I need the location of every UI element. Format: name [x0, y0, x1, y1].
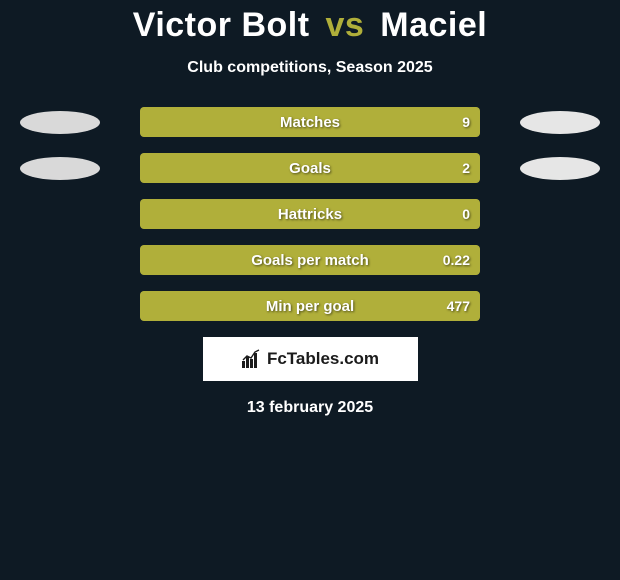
- vs-label: vs: [326, 6, 365, 44]
- player1-name: Victor Bolt: [133, 6, 310, 44]
- stat-row: Matches9: [0, 107, 620, 137]
- page-title: Victor Bolt vs Maciel: [0, 6, 620, 45]
- subtitle: Club competitions, Season 2025: [0, 59, 620, 77]
- stat-bar: Goals2: [140, 153, 480, 183]
- brand-box: FcTables.com: [203, 337, 418, 381]
- stat-value: 477: [447, 291, 470, 321]
- stat-label: Hattricks: [140, 199, 480, 229]
- stat-rows: Matches9Goals2Hattricks0Goals per match0…: [0, 107, 620, 321]
- right-ellipse: [520, 157, 600, 180]
- brand-text: FcTables.com: [267, 349, 379, 369]
- comparison-infographic: Victor Bolt vs Maciel Club competitions,…: [0, 0, 620, 417]
- stat-value: 0.22: [443, 245, 470, 275]
- stat-label: Goals: [140, 153, 480, 183]
- stat-bar: Goals per match0.22: [140, 245, 480, 275]
- stat-value: 2: [462, 153, 470, 183]
- date-label: 13 february 2025: [0, 399, 620, 417]
- stat-row: Hattricks0: [0, 199, 620, 229]
- stat-bar: Matches9: [140, 107, 480, 137]
- stat-bar: Hattricks0: [140, 199, 480, 229]
- left-ellipse: [20, 111, 100, 134]
- stat-label: Goals per match: [140, 245, 480, 275]
- stat-row: Goals per match0.22: [0, 245, 620, 275]
- stat-value: 0: [462, 199, 470, 229]
- stat-label: Min per goal: [140, 291, 480, 321]
- right-ellipse: [520, 111, 600, 134]
- stat-bar: Min per goal477: [140, 291, 480, 321]
- bar-chart-icon: [241, 349, 261, 369]
- stat-row: Min per goal477: [0, 291, 620, 321]
- stat-row: Goals2: [0, 153, 620, 183]
- stat-label: Matches: [140, 107, 480, 137]
- stat-value: 9: [462, 107, 470, 137]
- left-ellipse: [20, 157, 100, 180]
- player2-name: Maciel: [380, 6, 487, 44]
